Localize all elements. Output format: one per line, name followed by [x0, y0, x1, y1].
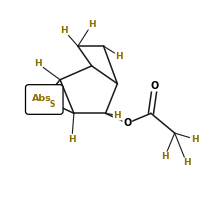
Text: S: S: [49, 100, 55, 109]
Text: H: H: [115, 52, 123, 60]
Text: H: H: [183, 158, 190, 167]
Text: O: O: [123, 118, 131, 128]
Text: H: H: [68, 135, 76, 143]
Text: Abs: Abs: [32, 94, 52, 103]
Text: O: O: [151, 81, 159, 91]
Text: H: H: [191, 135, 198, 143]
Text: H: H: [161, 152, 169, 161]
Text: H: H: [35, 60, 42, 68]
Text: H: H: [114, 111, 121, 120]
Text: H: H: [88, 20, 95, 29]
Text: H: H: [60, 26, 68, 35]
FancyBboxPatch shape: [26, 85, 63, 114]
